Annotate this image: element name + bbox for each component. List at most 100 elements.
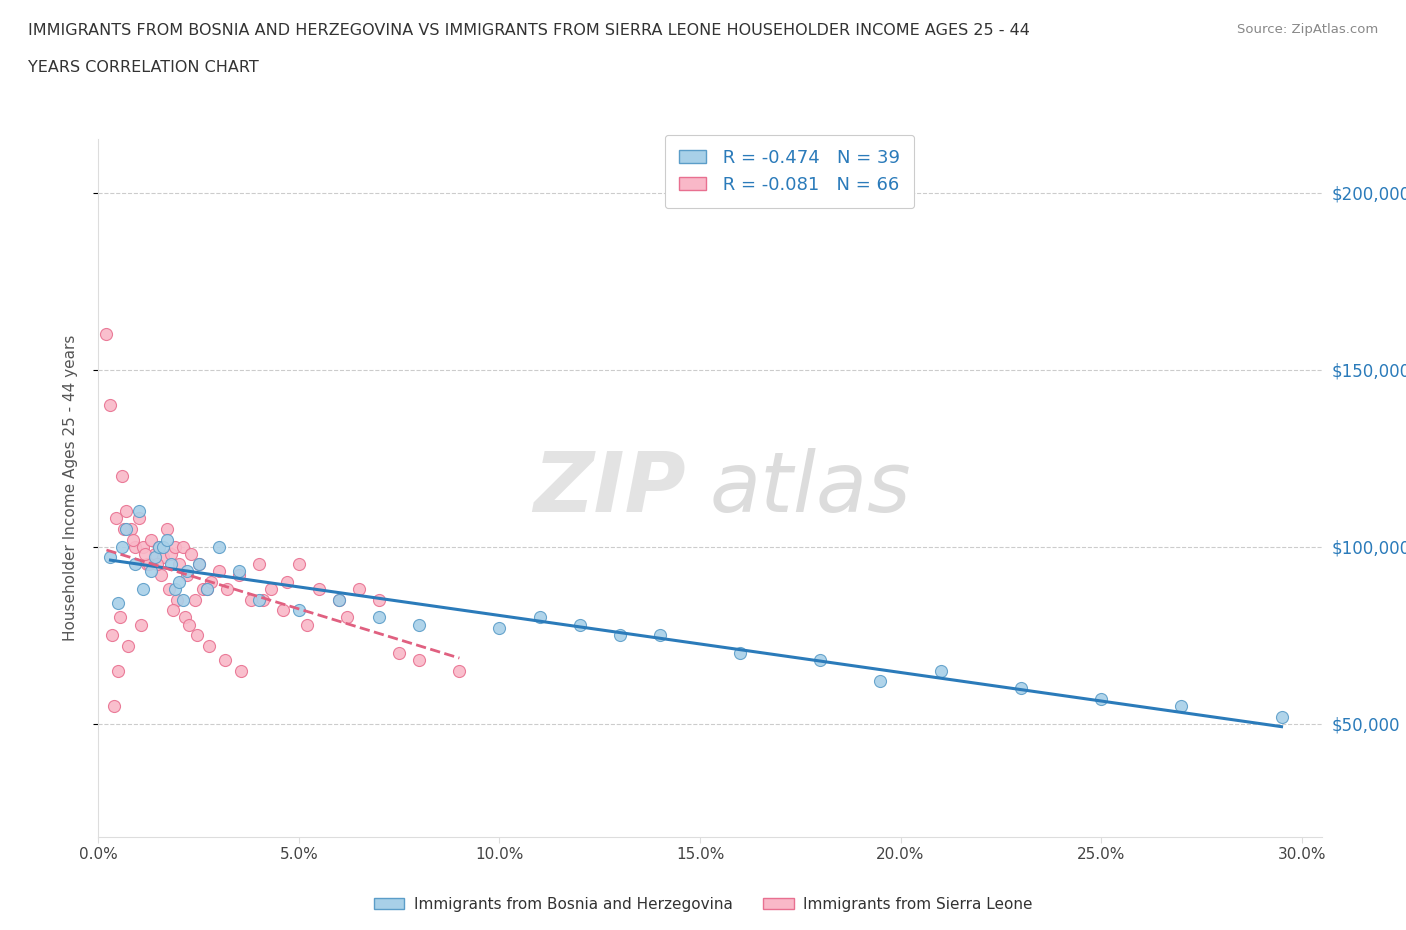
Point: [177, 618, 200, 632]
Point: [172, 539, 194, 554]
Point: [368, 610, 391, 625]
Point: [1270, 710, 1292, 724]
Point: [143, 550, 166, 565]
Y-axis label: Householder Income Ages 25 - 44 years: Householder Income Ages 25 - 44 years: [63, 335, 77, 642]
Point: [449, 663, 471, 678]
Point: [101, 628, 124, 643]
Point: [159, 557, 181, 572]
Point: [115, 522, 138, 537]
Text: atlas: atlas: [710, 447, 911, 529]
Point: [368, 592, 391, 607]
Point: [728, 645, 751, 660]
Point: [100, 398, 122, 413]
Point: [929, 663, 952, 678]
Text: Source: ZipAtlas.com: Source: ZipAtlas.com: [1237, 23, 1378, 36]
Point: [145, 557, 167, 572]
Point: [200, 575, 222, 590]
Point: [134, 546, 156, 561]
Point: [139, 532, 162, 547]
Point: [157, 582, 180, 597]
Point: [121, 532, 143, 547]
Point: [388, 645, 411, 660]
Point: [252, 592, 274, 607]
Point: [107, 596, 129, 611]
Point: [328, 592, 350, 607]
Point: [167, 575, 190, 590]
Point: [208, 564, 231, 578]
Point: [195, 582, 218, 597]
Point: [336, 610, 359, 625]
Point: [120, 522, 142, 537]
Point: [148, 539, 170, 554]
Point: [96, 326, 118, 341]
Point: [247, 592, 270, 607]
Point: [1090, 692, 1112, 707]
Point: [191, 582, 214, 597]
Point: [105, 511, 128, 525]
Point: [115, 504, 138, 519]
Point: [568, 618, 591, 632]
Point: [187, 557, 209, 572]
Point: [195, 582, 218, 597]
Point: [135, 557, 157, 572]
Point: [176, 567, 198, 582]
Point: [187, 557, 209, 572]
Point: [1010, 681, 1032, 696]
Point: [228, 564, 250, 578]
Point: [163, 539, 186, 554]
Point: [247, 557, 270, 572]
Point: [176, 564, 198, 578]
Point: [1170, 698, 1192, 713]
Point: [215, 582, 238, 597]
Point: [288, 557, 311, 572]
Text: ZIP: ZIP: [533, 447, 686, 529]
Point: [152, 550, 174, 565]
Point: [111, 469, 134, 484]
Legend:  R = -0.474   N = 39,  R = -0.081   N = 66: R = -0.474 N = 39, R = -0.081 N = 66: [665, 135, 914, 208]
Point: [111, 539, 134, 554]
Point: [167, 557, 190, 572]
Point: [159, 546, 181, 561]
Point: [347, 582, 370, 597]
Point: [138, 557, 160, 572]
Legend: Immigrants from Bosnia and Herzegovina, Immigrants from Sierra Leone: Immigrants from Bosnia and Herzegovina, …: [368, 891, 1038, 918]
Point: [128, 511, 150, 525]
Point: [228, 567, 250, 582]
Point: [172, 592, 194, 607]
Point: [529, 610, 551, 625]
Point: [148, 539, 170, 554]
Point: [117, 638, 139, 653]
Point: [180, 546, 202, 561]
Point: [214, 653, 236, 668]
Point: [808, 653, 831, 668]
Point: [100, 550, 122, 565]
Point: [197, 638, 219, 653]
Point: [107, 663, 129, 678]
Point: [186, 628, 208, 643]
Point: [163, 582, 186, 597]
Point: [173, 610, 195, 625]
Point: [155, 522, 177, 537]
Point: [114, 522, 136, 537]
Point: [129, 618, 152, 632]
Text: IMMIGRANTS FROM BOSNIA AND HERZEGOVINA VS IMMIGRANTS FROM SIERRA LEONE HOUSEHOLD: IMMIGRANTS FROM BOSNIA AND HERZEGOVINA V…: [28, 23, 1031, 38]
Point: [208, 539, 231, 554]
Point: [328, 592, 350, 607]
Point: [869, 673, 891, 688]
Point: [124, 539, 146, 554]
Point: [131, 539, 153, 554]
Point: [295, 618, 318, 632]
Point: [288, 603, 311, 618]
Point: [260, 582, 283, 597]
Point: [229, 663, 252, 678]
Point: [103, 698, 125, 713]
Point: [131, 582, 153, 597]
Point: [488, 620, 510, 635]
Point: [609, 628, 631, 643]
Point: [110, 610, 132, 625]
Text: YEARS CORRELATION CHART: YEARS CORRELATION CHART: [28, 60, 259, 75]
Point: [408, 653, 430, 668]
Point: [152, 539, 174, 554]
Point: [124, 557, 146, 572]
Point: [166, 592, 188, 607]
